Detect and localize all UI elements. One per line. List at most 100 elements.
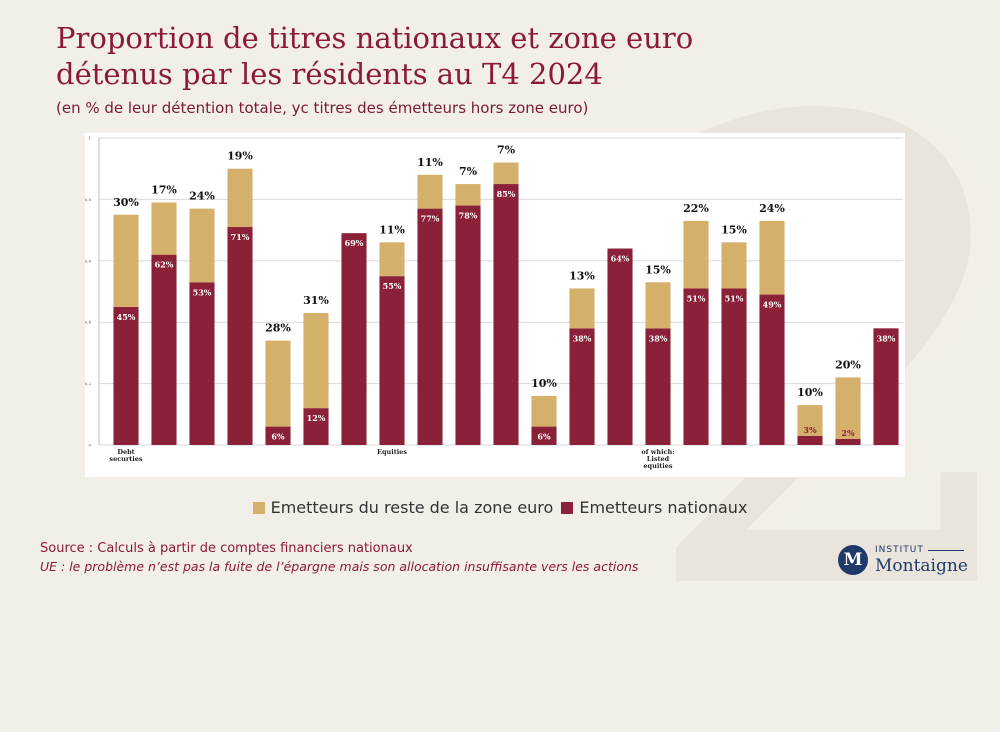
data-label-euro-area: 30% [113,196,139,209]
bar-euro-area [569,288,595,329]
bar-euro-area [265,340,291,427]
chart-title: Proportion de titres nationaux et zone e… [56,21,694,91]
data-label-national: 49% [763,300,782,310]
y-tick-label: 1 [88,136,91,141]
data-label-national: 62% [155,260,174,270]
data-label-euro-area: 19% [227,150,253,163]
data-label-national: 38% [649,333,668,343]
bar-euro-area [759,220,785,295]
data-label-euro-area: 28% [265,322,291,335]
bar-euro-area [835,377,861,439]
bar-euro-area [417,174,443,209]
legend-item-national: Emetteurs nationaux [561,498,747,517]
data-label-euro-area: 7% [497,144,516,157]
y-tick-label: 0,6 [85,258,91,263]
data-label-national: 77% [421,214,440,224]
legend-item-euro-area: Emetteurs du reste de la zone euro [252,498,554,517]
bar-euro-area [113,214,139,307]
bar-euro-area [493,162,519,185]
x-category-label: Debt securties [109,448,143,463]
footnote: UE : le problème n’est pas la fuite de l… [40,559,639,574]
bar-national [797,435,823,445]
bar-national [759,294,785,445]
data-label-national: 55% [383,281,402,291]
data-label-euro-area: 11% [379,223,405,236]
data-label-euro-area: 7% [459,165,478,178]
y-tick-label: 0,2 [85,381,91,386]
bar-euro-area [379,242,405,277]
bar-euro-area [303,312,329,409]
data-label-national: 53% [193,287,212,297]
bar-national [835,438,861,445]
data-label-national: 51% [687,293,706,303]
data-label-national: 38% [573,333,592,343]
data-label-national: 12% [307,413,326,423]
data-label-euro-area: 31% [303,294,329,307]
bar-national [113,306,139,445]
bar-euro-area [227,168,253,228]
bar-national [645,328,671,445]
x-category-label: Equities [377,448,407,456]
data-label-national: 6% [537,432,551,442]
logo-top-text: INSTITUT [875,544,924,555]
logo-mark: M [838,545,868,575]
bar-euro-area [531,395,557,427]
bar-euro-area [455,184,481,206]
logo-bottom-text: Montaigne [875,555,968,576]
data-label-euro-area: 13% [569,269,595,282]
legend-swatch-euro-area [252,501,265,514]
x-category-label: of which: Listed equities [641,448,674,470]
data-label-euro-area: 20% [835,358,861,371]
bar-euro-area [721,242,747,289]
bar-euro-area [189,208,215,283]
bar-national [151,254,177,445]
y-tick-label: 0,8 [85,197,91,202]
bar-euro-area [683,220,709,289]
data-label-euro-area: 24% [759,202,785,215]
bar-national [493,184,519,446]
data-label-national: 2% [841,428,855,438]
bar-national [265,426,291,445]
bar-national [721,288,747,445]
bar-euro-area [151,202,177,255]
data-label-national: 78% [459,211,478,221]
data-label-euro-area: 10% [797,386,823,399]
legend-label-euro-area: Emetteurs du reste de la zone euro [270,498,554,517]
data-label-euro-area: 11% [417,156,443,169]
data-label-national: 38% [877,333,896,343]
data-label-national: 69% [345,238,364,248]
data-label-euro-area: 17% [151,183,177,196]
bar-national [873,328,899,445]
bar-national [417,208,443,445]
data-label-national: 71% [231,232,250,242]
bar-national [227,227,253,445]
y-tick-label: 0 [88,443,91,448]
data-label-national: 6% [271,432,285,442]
bar-euro-area [645,282,671,329]
legend-label-national: Emetteurs nationaux [579,498,748,517]
data-label-euro-area: 10% [531,377,557,390]
bar-national [683,288,709,445]
chart-subtitle: (en % de leur détention totale, yc titre… [56,99,589,117]
chart-panel: 0 0,2 0,4 0,6 0,8 1 45% 30% 62% 17% 53% 24% 71% 19% 6%… [85,133,905,477]
bar-national [341,233,367,445]
data-label-national: 64% [611,254,630,264]
bar-national [607,248,633,445]
y-tick-label: 0,4 [85,320,91,325]
legend-swatch-national [561,501,574,514]
data-label-euro-area: 24% [189,190,215,203]
chart-legend: Emetteurs du reste de la zone euro Emett… [0,498,1000,517]
bar-national [569,328,595,445]
bar-national [455,205,481,445]
logo-wordmark: INSTITUT Montaigne [875,545,968,576]
bar-national [303,408,329,445]
data-label-national: 45% [117,312,136,322]
bar-euro-area [797,405,823,436]
data-label-national: 3% [803,425,817,435]
bar-national [531,426,557,445]
stacked-bar-chart: 0 0,2 0,4 0,6 0,8 1 45% 30% 62% 17% 53% 24% 71% 19% 6%… [85,136,903,470]
data-label-national: 85% [497,189,516,199]
data-label-euro-area: 22% [683,202,709,215]
data-label-euro-area: 15% [645,263,671,276]
institut-montaigne-logo: M INSTITUT Montaigne [838,540,978,580]
